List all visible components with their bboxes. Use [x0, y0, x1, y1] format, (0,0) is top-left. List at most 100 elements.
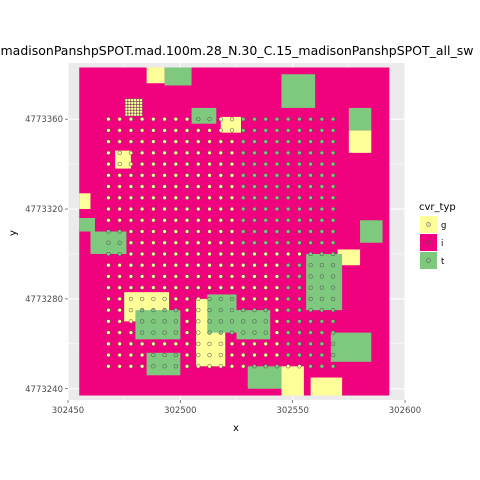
data-point	[162, 330, 167, 335]
data-point	[184, 229, 190, 234]
data-point	[162, 274, 167, 279]
data-point	[308, 150, 313, 156]
data-point	[207, 229, 212, 234]
data-point	[241, 285, 246, 290]
data-point	[274, 173, 280, 178]
data-point	[173, 195, 178, 200]
data-point	[162, 195, 167, 200]
y-axis-title: y	[8, 230, 19, 236]
data-point	[130, 110, 134, 114]
data-point	[136, 104, 140, 108]
data-point	[252, 150, 257, 156]
data-point	[263, 173, 268, 178]
data-point	[330, 341, 336, 346]
data-point	[151, 240, 156, 245]
data-point	[128, 128, 134, 133]
data-point	[252, 296, 257, 302]
data-point	[106, 341, 111, 346]
data-point	[162, 319, 167, 324]
data-point	[196, 274, 201, 279]
data-point	[274, 161, 280, 167]
data-point	[124, 101, 129, 105]
y-tick-label: 4773360	[25, 115, 63, 125]
data-point	[218, 352, 223, 358]
data-point	[106, 218, 111, 223]
legend-label-i: i	[441, 239, 443, 249]
data-point	[139, 110, 143, 114]
data-point	[128, 184, 134, 189]
data-point	[330, 173, 336, 178]
data-point	[286, 263, 291, 268]
data-point	[151, 307, 156, 313]
cover-raster	[79, 67, 390, 396]
data-point	[173, 229, 178, 234]
data-point	[241, 128, 246, 133]
data-point	[286, 218, 291, 223]
data-point	[106, 184, 111, 189]
legend-point-t	[426, 258, 431, 263]
data-point	[133, 101, 137, 105]
data-point	[117, 319, 122, 324]
data-point	[319, 229, 325, 234]
data-point	[139, 263, 145, 268]
data-point	[241, 218, 246, 223]
data-point	[124, 112, 129, 117]
data-point	[106, 251, 111, 257]
data-point	[319, 263, 325, 268]
data-point	[319, 184, 325, 189]
data-point	[196, 251, 201, 257]
data-point	[173, 274, 178, 279]
data-point	[229, 330, 235, 335]
data-point	[330, 206, 336, 212]
data-point	[319, 139, 325, 144]
data-point	[218, 173, 223, 178]
data-point	[196, 150, 201, 156]
data-point	[173, 307, 178, 313]
data-point	[241, 296, 246, 302]
data-point	[286, 341, 291, 346]
data-point	[319, 195, 325, 200]
data-point	[274, 128, 280, 133]
raster-cell-t	[164, 67, 192, 86]
data-point	[308, 296, 313, 302]
data-point	[207, 150, 212, 156]
data-point	[130, 101, 134, 105]
data-point	[139, 229, 145, 234]
data-point	[252, 195, 257, 200]
data-point	[252, 330, 257, 335]
y-tick-label: 4773280	[25, 295, 63, 305]
data-point	[184, 161, 190, 167]
data-point	[330, 117, 336, 122]
data-point	[330, 307, 336, 313]
data-point	[184, 251, 190, 257]
data-point	[218, 139, 223, 144]
data-point	[229, 251, 235, 257]
data-point	[241, 274, 246, 279]
data-point	[173, 341, 178, 346]
data-point	[263, 330, 268, 335]
raster-cell-t	[348, 107, 372, 131]
data-point	[274, 263, 280, 268]
data-point	[330, 150, 336, 156]
data-point	[252, 218, 257, 223]
y-tick-label: 4773320	[25, 205, 63, 215]
data-point	[106, 263, 111, 268]
data-point	[229, 307, 235, 313]
data-point	[139, 352, 145, 358]
data-point	[196, 285, 201, 290]
data-point	[151, 274, 156, 279]
data-point	[286, 240, 291, 245]
data-point	[263, 128, 268, 133]
data-point	[207, 206, 212, 212]
data-point	[124, 98, 129, 102]
data-point	[330, 296, 336, 302]
data-point	[330, 319, 336, 324]
data-point	[117, 251, 122, 257]
data-point	[319, 330, 325, 335]
data-point	[128, 285, 134, 290]
raster-cell-g	[115, 150, 131, 169]
raster-cell-t	[79, 218, 95, 232]
data-point	[274, 307, 280, 313]
data-point	[173, 218, 178, 223]
data-point	[196, 240, 201, 245]
